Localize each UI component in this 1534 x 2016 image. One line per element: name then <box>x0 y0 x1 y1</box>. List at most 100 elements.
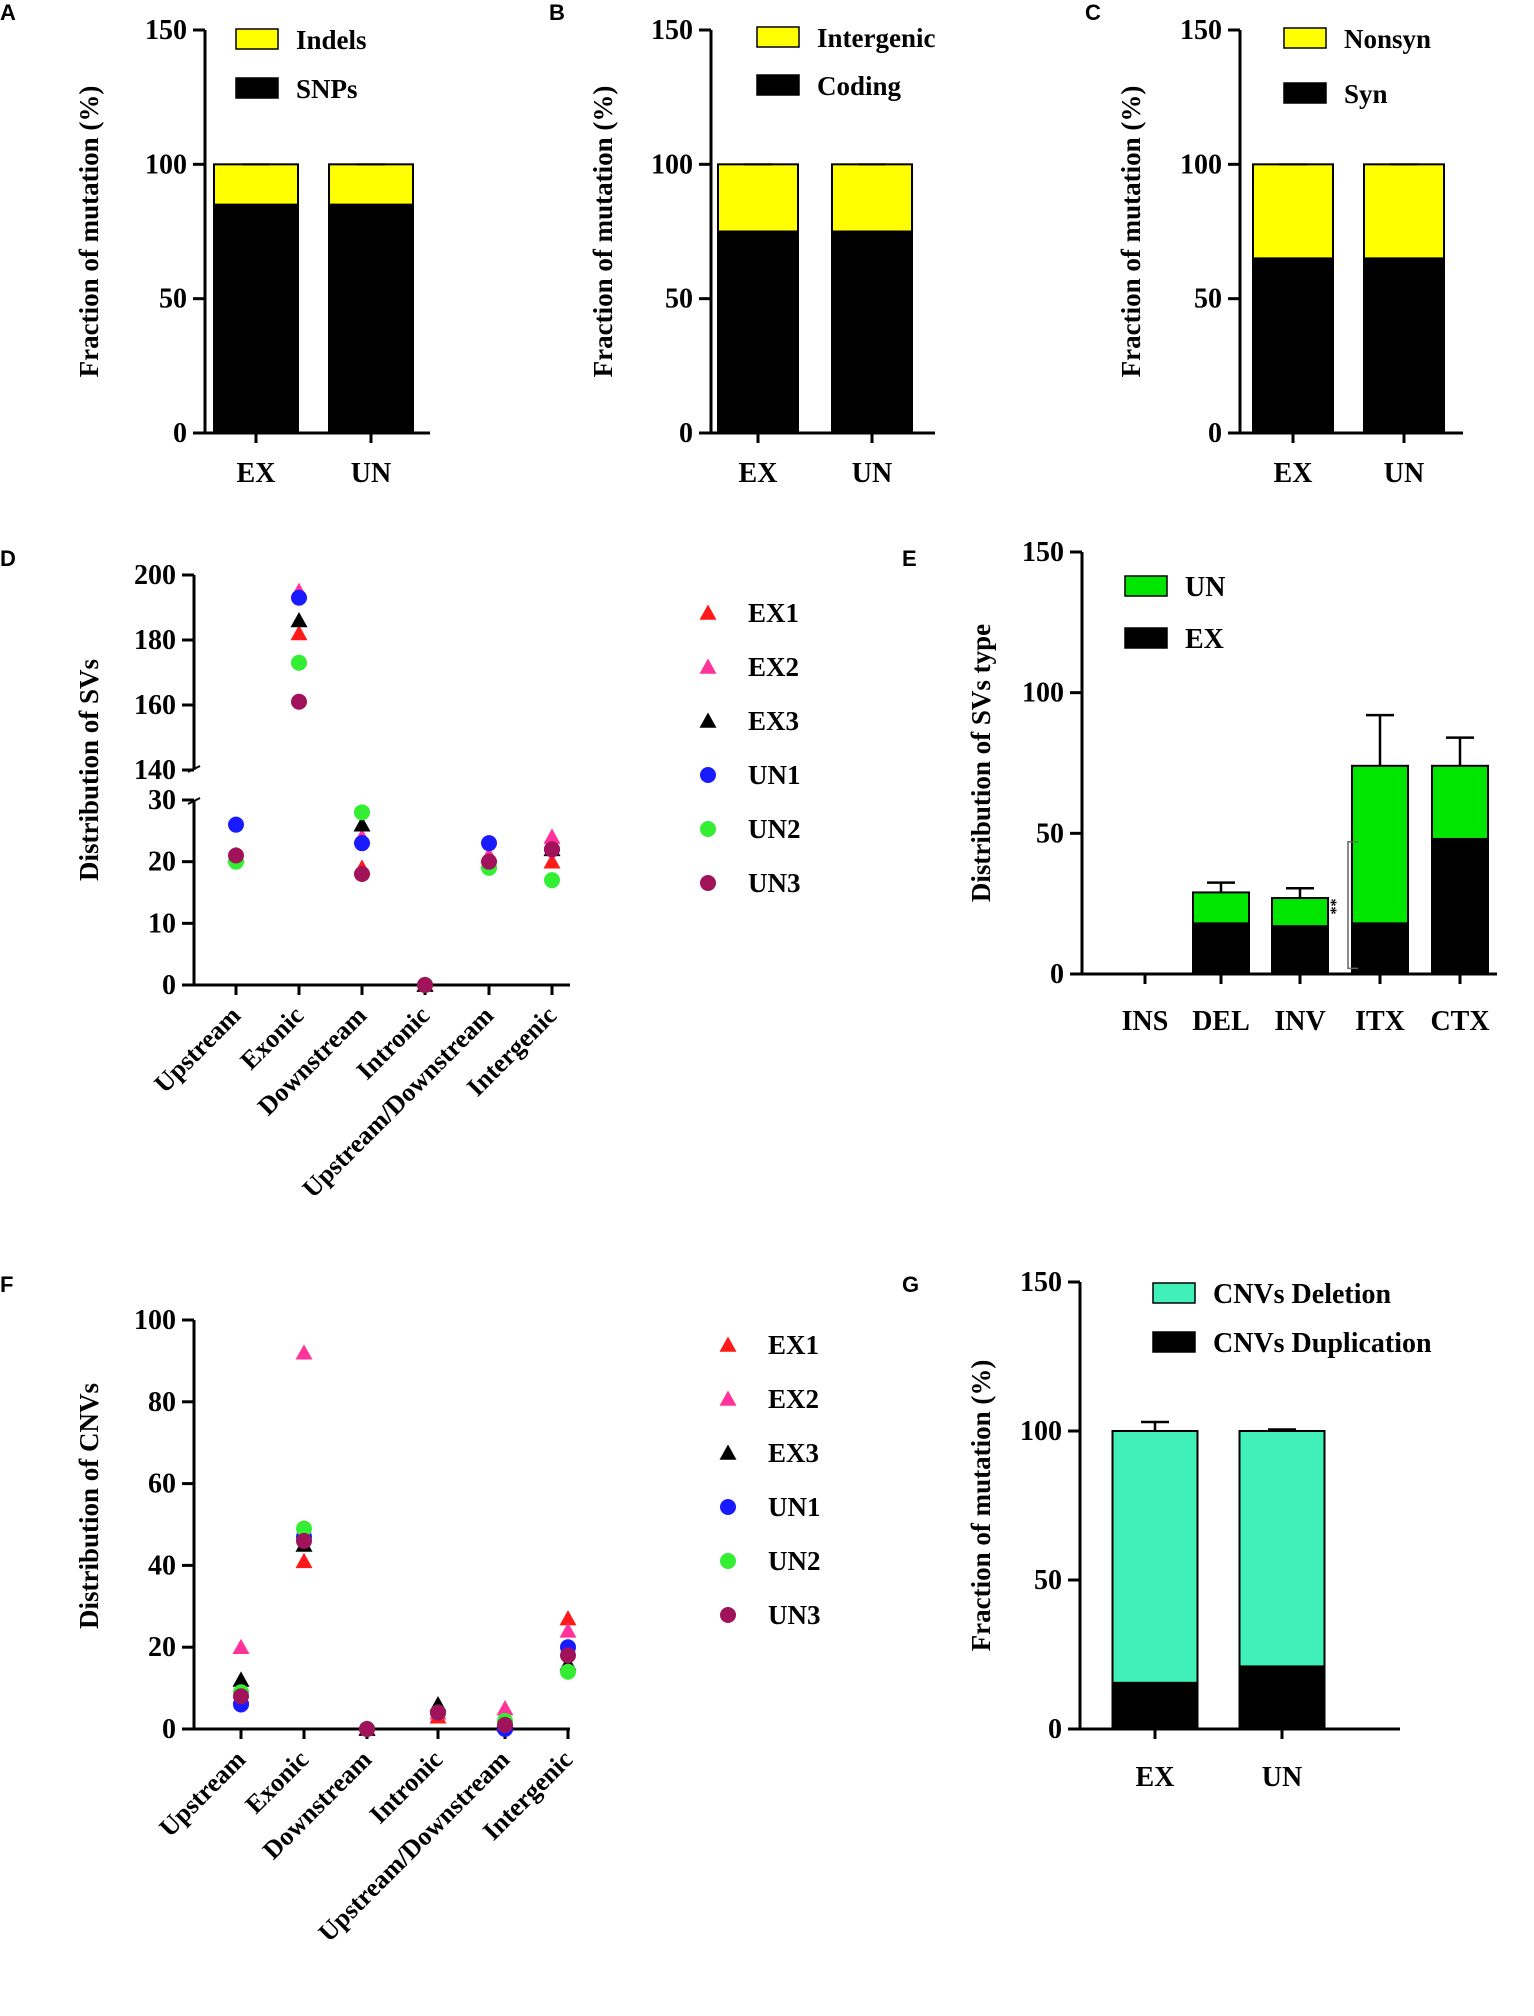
x-tick-label: Upstream <box>153 1744 251 1842</box>
data-point-un3 <box>417 977 433 993</box>
y-tick-label: 180 <box>134 625 176 656</box>
y-axis-label: Fraction of mutation (%) <box>1116 86 1146 378</box>
chart-panel-A: 0 50 100 150 Fraction of mutation (%) EX UN Ind… <box>74 15 430 489</box>
x-tick-label: EX <box>739 458 778 489</box>
y-tick-label: 150 <box>145 15 187 46</box>
legend-label: EX3 <box>748 706 799 736</box>
data-point-un1 <box>228 816 244 833</box>
legend-swatch <box>1124 575 1168 597</box>
x-tick-label: DEL <box>1192 1006 1250 1037</box>
chart-panel-G: 0 50 100 150 Fraction of mutation (%) EX UN CNV… <box>966 1267 1432 1793</box>
bar-nonsyn <box>1363 163 1445 260</box>
y-tick-label: 100 <box>1022 678 1064 709</box>
x-tick-label: Upstream <box>148 1000 246 1098</box>
x-tick-label: INS <box>1122 1006 1169 1037</box>
x-tick-label: EX <box>1274 458 1313 489</box>
y-tick-label: 100 <box>1180 149 1222 180</box>
legend-label: Intergenic <box>817 23 935 53</box>
legend-swatch <box>1283 27 1327 49</box>
y-tick-label: 0 <box>679 418 693 449</box>
legend-label: UN2 <box>768 1546 821 1576</box>
bar-coding <box>717 230 799 434</box>
data-point-un3 <box>544 841 560 858</box>
chart-panel-B: 0 50 100 150 Fraction of mutation (%) EX UN Int… <box>588 15 935 489</box>
bar-ex <box>1192 922 1250 975</box>
y-tick-label: 30 <box>148 785 176 816</box>
legend-marker <box>719 1390 737 1406</box>
y-tick-label: 80 <box>148 1387 176 1418</box>
bar-intergenic <box>717 163 799 233</box>
legend-label: CNVs Duplication <box>1213 1328 1432 1359</box>
panel-label-B: B <box>549 0 565 25</box>
legend-label: UN2 <box>748 814 801 844</box>
y-tick-label: 10 <box>148 908 176 939</box>
y-axis-label: Distribution of CNVs <box>74 1383 104 1629</box>
data-point-ex2 <box>232 1638 250 1654</box>
panel-label-G: G <box>902 1272 919 1297</box>
legend-swatch <box>235 28 279 50</box>
panel-label-F: F <box>0 1272 13 1297</box>
data-point-ex1 <box>559 1610 577 1626</box>
y-tick-label: 200 <box>134 560 176 591</box>
legend-label: UN1 <box>768 1492 821 1522</box>
bar-nonsyn <box>1252 163 1334 260</box>
x-tick-label: CTX <box>1430 1006 1489 1037</box>
data-point-un3 <box>560 1647 576 1664</box>
data-point-ex2 <box>559 1622 577 1638</box>
data-point-un1 <box>291 589 307 606</box>
legend-marker <box>700 767 716 783</box>
x-tick-label: UN <box>351 458 391 489</box>
panel-label-A: A <box>0 0 16 25</box>
legend-label: Nonsyn <box>1344 24 1431 54</box>
legend-label: EX2 <box>768 1384 819 1414</box>
legend-marker <box>719 1336 737 1352</box>
y-tick-label: 0 <box>1208 418 1222 449</box>
data-point-ex1 <box>290 625 308 641</box>
data-point-ex1 <box>543 853 561 869</box>
legend-marker <box>720 1553 736 1569</box>
data-point-un3 <box>359 1721 375 1737</box>
chart-panel-D: Distribution of SVs 140 160 180 200 0 10 20 30 Up… <box>74 560 801 1203</box>
y-tick-label: 150 <box>1180 15 1222 46</box>
bar-indels <box>213 163 299 206</box>
data-point-un3 <box>354 866 370 882</box>
legend-label: UN3 <box>748 868 801 898</box>
y-tick-label: 150 <box>1020 1267 1062 1298</box>
data-point-ex3 <box>290 612 308 628</box>
legend-marker <box>700 875 716 891</box>
data-point-un3 <box>481 853 497 870</box>
bar-coding <box>831 230 913 434</box>
data-point-un3 <box>430 1704 446 1721</box>
data-point-un3 <box>296 1532 312 1549</box>
y-tick-label: 40 <box>148 1550 176 1581</box>
bar-cnvs-deletion <box>1238 1430 1326 1668</box>
legend-label: EX2 <box>748 652 799 682</box>
legend-label: SNPs <box>296 74 358 104</box>
x-tick-label: ITX <box>1355 1006 1405 1037</box>
legend-swatch <box>756 74 800 96</box>
panel-label-C: C <box>1085 0 1101 25</box>
y-tick-label: 160 <box>134 690 176 721</box>
chart-panel-E: 0 50 100 150 Distribution of SVs type INS DEL I… <box>966 537 1497 1037</box>
data-point-un2 <box>291 654 307 671</box>
legend-label: UN <box>1185 572 1225 603</box>
data-point-un2 <box>354 804 370 821</box>
data-point-ex2 <box>543 828 561 844</box>
legend-label: EX3 <box>768 1438 819 1468</box>
y-tick-label: 60 <box>148 1469 176 1500</box>
data-point-un2 <box>544 872 560 889</box>
x-tick-label: EX <box>237 458 276 489</box>
y-axis-label: Fraction of mutation (%) <box>588 86 618 378</box>
data-point-ex2 <box>295 1344 313 1360</box>
legend-marker <box>720 1499 736 1515</box>
legend-marker <box>700 821 716 837</box>
legend-label: Syn <box>1344 79 1388 109</box>
data-point-ex2 <box>496 1700 514 1716</box>
bar-intergenic <box>831 163 913 233</box>
legend-marker <box>720 1607 736 1623</box>
panel-label-D: D <box>0 546 16 571</box>
panel-label-E: E <box>902 546 917 571</box>
bar-snps <box>213 203 299 434</box>
x-tick-label: UN <box>1384 458 1424 489</box>
